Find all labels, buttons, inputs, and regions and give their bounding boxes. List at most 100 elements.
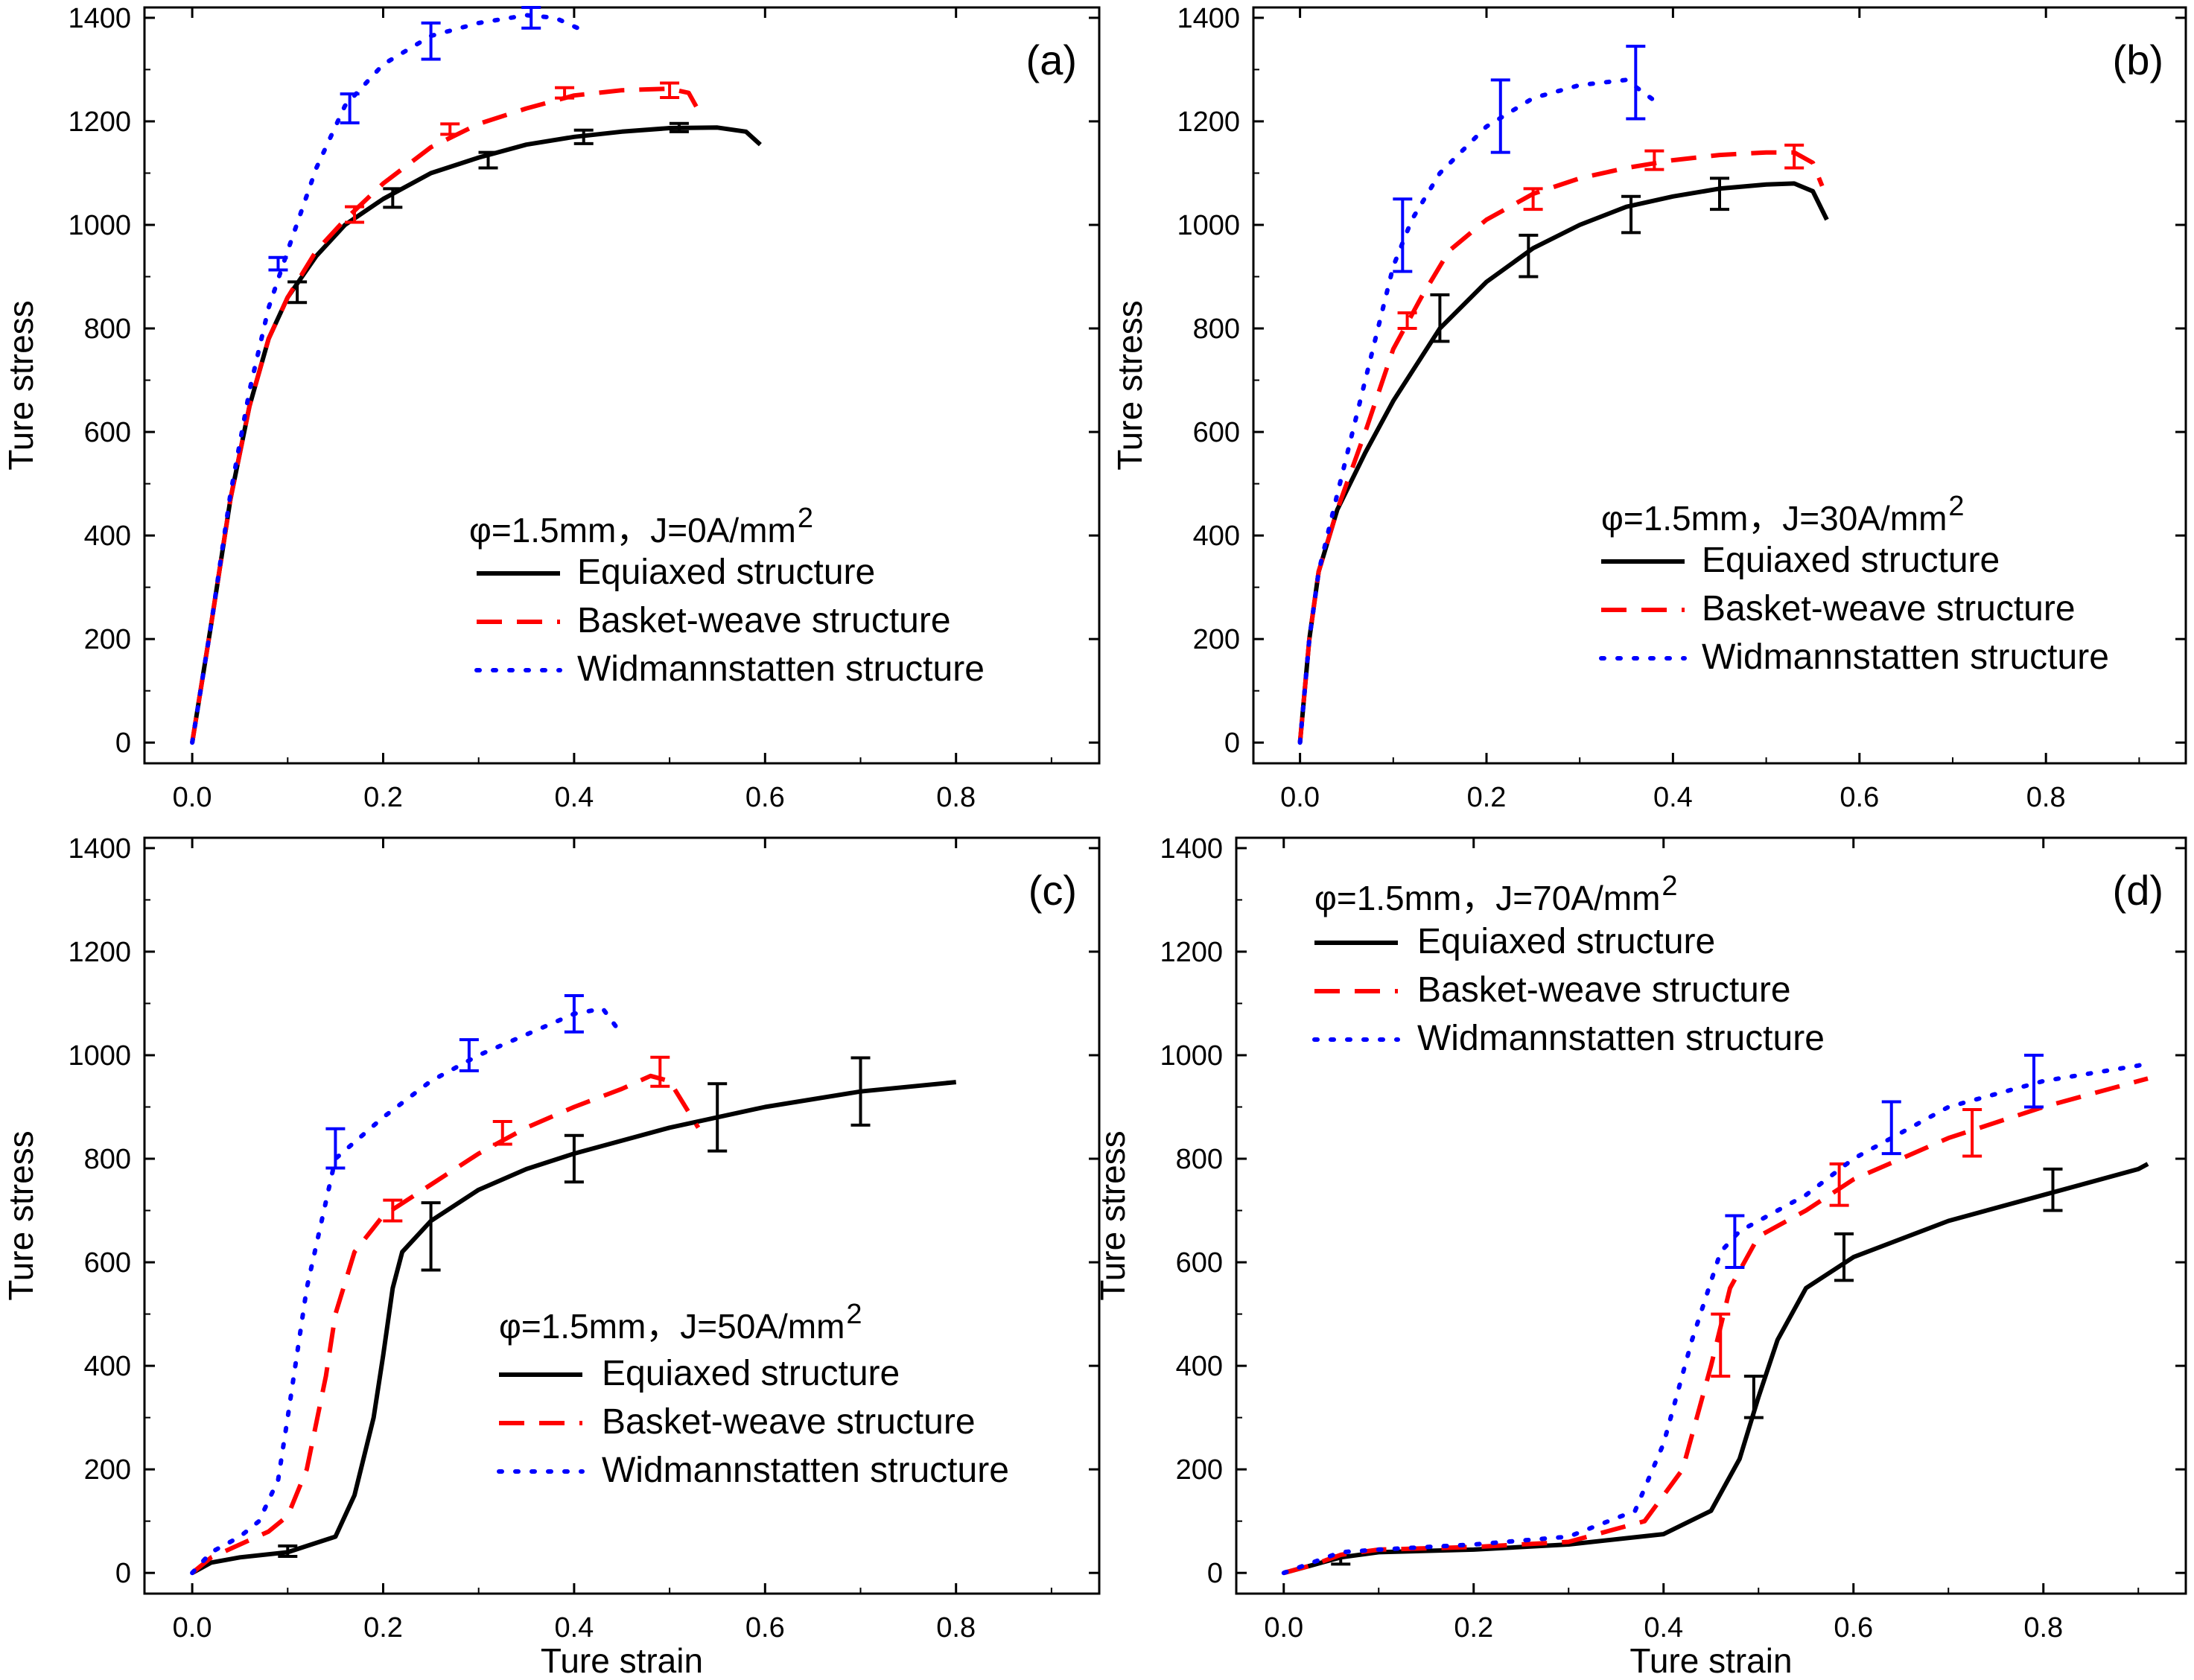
y-tick-label: 1000 xyxy=(1177,210,1240,241)
x-tick-label: 0.6 xyxy=(745,1612,785,1644)
chart-panel-3: 0.0 0.2 0.4 0.6 0.8 0 200 400 600 800 1000 1200 1400… xyxy=(1,833,1101,1680)
series-widman xyxy=(1297,45,1657,745)
y-tick-label: 200 xyxy=(1176,1454,1223,1486)
error-bar xyxy=(1397,311,1417,331)
error-bar xyxy=(383,187,403,209)
x-tick-label: 0.2 xyxy=(1454,1612,1493,1644)
x-tick-label: 0.4 xyxy=(1644,1612,1683,1644)
chart-panel-2: 0.0 0.2 0.4 0.6 0.8 0 200 400 600 800 1000 1200 1400… xyxy=(1110,3,2187,813)
x-tick-label: 0.6 xyxy=(745,782,785,813)
series-basket xyxy=(191,1055,701,1575)
y-axis-title: Ture stress xyxy=(1,1130,40,1300)
legend-label-equiaxed: Equiaxed structure xyxy=(1417,922,1715,961)
y-tick-label: 0 xyxy=(1224,728,1240,759)
error-bar xyxy=(325,1127,346,1170)
panel-label: (c) xyxy=(1028,867,1077,914)
y-tick-label: 1000 xyxy=(68,1040,131,1072)
x-tick-label: 0.4 xyxy=(554,782,594,813)
series-line-widman xyxy=(1281,1060,2150,1576)
panel-label: (b) xyxy=(2113,36,2163,83)
y-axis-title: Ture stress xyxy=(1,300,40,470)
x-tick-label: 0.0 xyxy=(173,782,212,813)
error-bar xyxy=(1523,187,1543,211)
error-bar xyxy=(383,1198,403,1223)
x-tick-label: 0.2 xyxy=(363,1612,403,1644)
y-tick-label: 0 xyxy=(1207,1558,1223,1589)
x-tick-label: 0.8 xyxy=(936,782,976,813)
series-equiaxed xyxy=(191,1056,956,1575)
error-bar xyxy=(1710,176,1729,211)
error-bar xyxy=(1430,293,1450,343)
error-bar xyxy=(478,150,498,170)
error-bar xyxy=(2024,1053,2044,1109)
condition-annotation: φ=1.5mm，J=30A/mm xyxy=(1601,499,1947,538)
error-bar xyxy=(278,1544,298,1558)
y-tick-label: 0 xyxy=(115,728,131,759)
x-tick-label: 0.2 xyxy=(1467,782,1507,813)
error-bar xyxy=(1519,233,1539,279)
y-tick-label: 200 xyxy=(1193,624,1240,655)
series-widman xyxy=(1281,1053,2150,1576)
x-tick-label: 0.8 xyxy=(2026,782,2066,813)
x-axis-title: Ture strain xyxy=(1629,1641,1792,1680)
y-tick-label: 400 xyxy=(1176,1351,1223,1382)
error-bar xyxy=(421,21,441,61)
x-tick-label: 0.0 xyxy=(173,1612,212,1644)
legend-label-widman: Widmannstatten structure xyxy=(602,1451,1009,1490)
y-tick-label: 1000 xyxy=(1160,1040,1223,1072)
series-line-basket xyxy=(1297,150,1825,743)
annotation-superscript: 2 xyxy=(1662,871,1677,902)
error-bar xyxy=(669,121,689,133)
y-tick-label: 1400 xyxy=(68,833,131,865)
x-axis-title: Ture strain xyxy=(541,1641,703,1680)
y-axis-title: Ture stress xyxy=(1093,1130,1132,1300)
y-tick-label: 200 xyxy=(84,624,131,655)
error-bar xyxy=(459,1038,479,1072)
legend-label-widman: Widmannstatten structure xyxy=(577,649,985,689)
error-bar xyxy=(1621,194,1641,235)
error-bar xyxy=(1490,78,1510,154)
error-bar xyxy=(492,1119,512,1146)
error-bar xyxy=(421,1201,441,1272)
series-line-basket xyxy=(191,1073,701,1575)
condition-annotation: φ=1.5mm，J=70A/mm xyxy=(1314,879,1660,917)
x-tick-label: 0.8 xyxy=(2023,1612,2063,1644)
y-tick-label: 200 xyxy=(84,1454,131,1486)
error-bar xyxy=(2043,1167,2063,1212)
panel-label: (a) xyxy=(1026,36,1077,83)
y-tick-label: 1400 xyxy=(1160,833,1223,865)
x-tick-label: 0.8 xyxy=(936,1612,976,1644)
error-bar xyxy=(708,1082,728,1153)
y-tick-label: 800 xyxy=(1193,314,1240,345)
y-tick-label: 1400 xyxy=(1177,3,1240,34)
error-bar xyxy=(1784,143,1805,170)
y-tick-label: 1000 xyxy=(68,210,131,241)
error-bar xyxy=(850,1056,871,1127)
x-tick-label: 0.6 xyxy=(1834,1612,1873,1644)
error-bar xyxy=(564,994,584,1034)
y-tick-label: 600 xyxy=(84,417,131,448)
error-bar xyxy=(1743,1375,1764,1419)
plot-frame xyxy=(1252,6,2187,765)
y-tick-label: 400 xyxy=(84,521,131,552)
error-bar xyxy=(564,1133,584,1184)
panel-label: (d) xyxy=(2113,867,2163,914)
legend-label-widman: Widmannstatten structure xyxy=(1417,1019,1825,1058)
error-bar xyxy=(1834,1232,1854,1282)
series-line-widman xyxy=(190,13,586,745)
error-bar xyxy=(1725,1214,1745,1270)
chart-panel-1: 0.0 0.2 0.4 0.6 0.8 0 200 400 600 800 1000 1200 1400… xyxy=(1,3,1101,813)
legend-label-equiaxed: Equiaxed structure xyxy=(577,553,875,592)
y-tick-label: 1200 xyxy=(68,106,131,138)
x-tick-label: 0.4 xyxy=(1653,782,1693,813)
y-axis-title: Ture stress xyxy=(1110,300,1149,470)
series-widman xyxy=(190,994,624,1576)
x-tick-label: 0.4 xyxy=(554,1612,594,1644)
legend-label-basket: Basket-weave structure xyxy=(1702,589,2076,629)
y-tick-label: 0 xyxy=(115,1558,131,1589)
series-line-equiaxed xyxy=(1283,1162,2149,1576)
series-basket xyxy=(190,81,705,743)
chart-panel-4: 0.0 0.2 0.4 0.6 0.8 0 200 400 600 800 1000 1200 1400… xyxy=(1093,833,2187,1680)
x-tick-label: 0.6 xyxy=(1840,782,1879,813)
